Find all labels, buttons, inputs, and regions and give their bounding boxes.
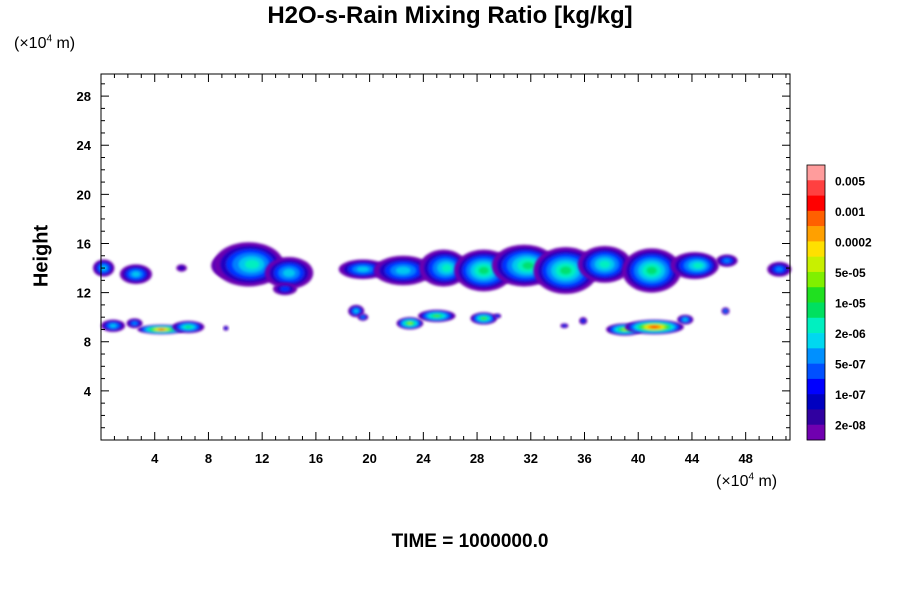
colorbar-label: 1e-05 <box>835 297 866 311</box>
cloud-cell <box>624 319 684 335</box>
y-tick-label: 24 <box>77 138 92 153</box>
cloud-cell <box>493 313 502 319</box>
cloud-cell <box>417 309 456 323</box>
colorbar-label: 5e-07 <box>835 358 866 372</box>
colorbar-swatch <box>807 210 825 227</box>
cloud-cell <box>716 254 738 267</box>
colorbar-swatch <box>807 394 825 410</box>
colorbar-swatch <box>807 256 825 273</box>
y-tick-label: 20 <box>77 187 91 202</box>
colorbar-swatch <box>807 317 825 334</box>
cloud-cell <box>677 314 694 325</box>
colorbar-swatch <box>807 409 825 426</box>
colorbar-label: 0.001 <box>835 205 865 219</box>
colorbar-swatch <box>807 226 825 242</box>
cloud-cell <box>223 325 229 331</box>
colorbar: 0.005 0.001 0.0002 5e-05 1e-05 2e-06 5e-07 1e-0… <box>806 164 872 441</box>
x-tick-label: 28 <box>470 451 484 466</box>
cloud-cell <box>533 247 598 294</box>
colorbar-label: 2e-08 <box>835 419 866 433</box>
cloud-cell <box>357 313 369 321</box>
cloud-cell <box>419 249 468 287</box>
x-tick-label: 32 <box>524 451 538 466</box>
colorbar-swatch <box>807 180 825 196</box>
x-unit-label: (×104 m) <box>716 472 778 491</box>
cloud-cell <box>470 312 498 325</box>
colorbar-swatch <box>807 165 825 181</box>
colorbar-label: 0.005 <box>835 174 865 188</box>
x-tick-label: 24 <box>416 451 431 466</box>
cloud-cell <box>721 307 730 315</box>
cloud-cell <box>373 255 433 286</box>
cloud-cell <box>767 261 792 277</box>
colorbar-label: 0.0002 <box>835 235 872 249</box>
colorbar-swatch <box>807 348 825 364</box>
cloud-cell <box>176 264 187 272</box>
colorbar-swatch <box>807 287 825 303</box>
x-tick-label: 12 <box>255 451 269 466</box>
x-tick-label: 44 <box>685 451 700 466</box>
cloud-cell <box>264 257 314 289</box>
cloud-cell <box>579 317 588 325</box>
colorbar-swatch <box>807 378 825 395</box>
y-tick-label: 28 <box>77 89 91 104</box>
colorbar-label: 5e-05 <box>835 266 866 280</box>
plot-frame <box>100 73 791 441</box>
x-tick-label: 36 <box>577 451 591 466</box>
cloud-cell <box>272 282 298 296</box>
cloud-cell <box>560 323 569 329</box>
cloud-cell <box>137 324 186 335</box>
cloud-cell <box>172 320 205 334</box>
cloud-cell <box>126 318 143 329</box>
colorbar-label: 1e-07 <box>835 388 866 402</box>
colorbar-swatch <box>807 271 825 288</box>
cloud-cell <box>454 249 514 292</box>
x-tick-label: 8 <box>205 451 212 466</box>
y-tick-label: 8 <box>84 335 91 350</box>
cloud-cell <box>101 319 126 332</box>
y-tick-label: 16 <box>77 236 91 251</box>
colorbar-swatch <box>807 195 825 212</box>
time-label: TIME = 1000000.0 <box>391 531 549 552</box>
cloud-cell <box>119 264 153 285</box>
cloud-field <box>92 242 792 336</box>
cloud-cell <box>622 248 682 293</box>
x-tick-label: 20 <box>362 451 376 466</box>
y-tick-label: 12 <box>77 286 91 301</box>
colorbar-label: 2e-06 <box>835 327 866 341</box>
cloud-cell <box>670 252 719 280</box>
y-unit-label: (×104 m) <box>14 34 76 53</box>
colorbar-swatch <box>807 424 825 441</box>
colorbar-swatch <box>807 333 825 349</box>
cloud-cell <box>577 245 632 283</box>
colorbar-swatch <box>807 241 825 257</box>
x-tick-label: 4 <box>151 451 159 466</box>
cloud-cell <box>396 317 424 330</box>
colorbar-swatch <box>807 302 825 319</box>
colorbar-swatch <box>807 363 825 380</box>
x-tick-label: 40 <box>631 451 645 466</box>
chart-title: H2O-s-Rain Mixing Ratio [kg/kg] <box>267 2 633 29</box>
x-tick-label: 48 <box>738 451 752 466</box>
x-tick-label: 16 <box>309 451 323 466</box>
x-axis: 4 8 12 16 20 24 28 32 36 40 44 48 <box>113 74 787 466</box>
colorbar-frame <box>806 164 826 441</box>
y-tick-label: 4 <box>84 384 92 399</box>
y-axis: 4 8 12 16 20 24 28 <box>77 83 790 429</box>
